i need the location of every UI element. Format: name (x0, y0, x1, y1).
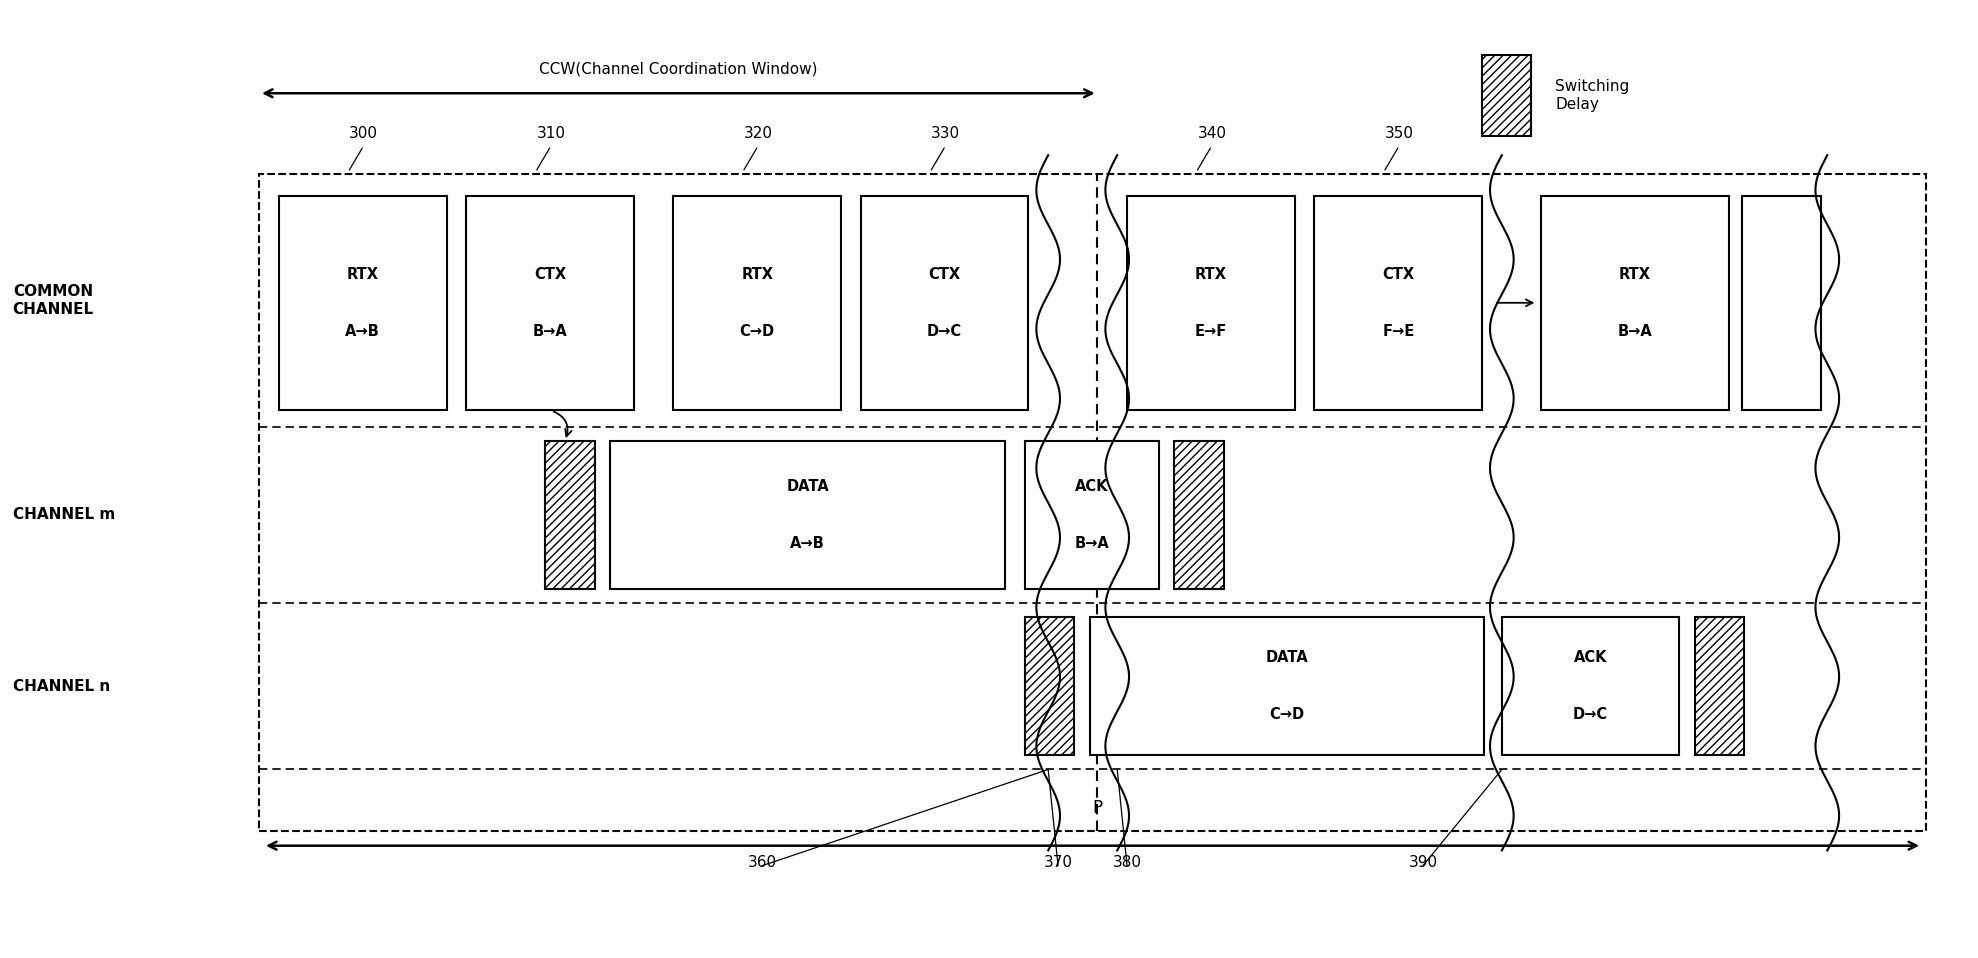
Text: CHANNEL m: CHANNEL m (12, 507, 115, 522)
Text: Switching
Delay: Switching Delay (1555, 80, 1630, 112)
FancyBboxPatch shape (259, 174, 1927, 832)
Bar (860, 196, 1029, 410)
Text: B→A: B→A (1074, 536, 1110, 551)
Bar (467, 196, 635, 410)
Bar (1025, 441, 1159, 588)
Text: P: P (1092, 799, 1102, 816)
Text: E→F: E→F (1195, 325, 1226, 339)
Text: 370: 370 (1044, 855, 1072, 870)
Text: CTX: CTX (1383, 267, 1414, 283)
Text: C→D: C→D (1270, 707, 1304, 722)
Text: 330: 330 (932, 125, 959, 141)
Text: RTX: RTX (1618, 267, 1652, 283)
Text: RTX: RTX (742, 267, 773, 283)
Bar (611, 441, 1005, 588)
Text: 300: 300 (350, 125, 378, 141)
Text: 310: 310 (536, 125, 566, 141)
Bar (279, 196, 447, 410)
Text: RTX: RTX (346, 267, 378, 283)
Text: 320: 320 (744, 125, 773, 141)
Text: CCW(Channel Coordination Window): CCW(Channel Coordination Window) (540, 61, 817, 76)
Text: 350: 350 (1385, 125, 1414, 141)
Text: B→A: B→A (1618, 325, 1652, 339)
Bar (1695, 617, 1745, 755)
Bar (546, 441, 595, 588)
Text: ACK: ACK (1574, 650, 1608, 665)
Text: 340: 340 (1197, 125, 1226, 141)
Bar (673, 196, 841, 410)
Bar (1175, 441, 1224, 588)
Bar (1127, 196, 1296, 410)
Text: A→B: A→B (346, 325, 380, 339)
Text: C→D: C→D (740, 325, 775, 339)
Bar (1090, 617, 1484, 755)
Bar (1743, 196, 1822, 410)
Text: DATA: DATA (1266, 650, 1307, 665)
Bar (1025, 617, 1074, 755)
Bar (1541, 196, 1729, 410)
Text: CTX: CTX (534, 267, 566, 283)
Text: DATA: DATA (785, 479, 829, 493)
Text: CTX: CTX (928, 267, 961, 283)
Text: 360: 360 (748, 855, 777, 870)
Text: D→C: D→C (928, 325, 961, 339)
Bar (1501, 617, 1679, 755)
Text: D→C: D→C (1573, 707, 1608, 722)
Text: CHANNEL n: CHANNEL n (12, 678, 111, 694)
Text: 380: 380 (1112, 855, 1141, 870)
Bar (1482, 56, 1531, 136)
Text: A→B: A→B (789, 536, 825, 551)
Text: ACK: ACK (1074, 479, 1108, 493)
Text: B→A: B→A (532, 325, 568, 339)
Bar (1315, 196, 1482, 410)
Text: F→E: F→E (1383, 325, 1414, 339)
Text: 390: 390 (1408, 855, 1438, 870)
Text: COMMON
CHANNEL: COMMON CHANNEL (12, 285, 93, 316)
Text: RTX: RTX (1195, 267, 1226, 283)
